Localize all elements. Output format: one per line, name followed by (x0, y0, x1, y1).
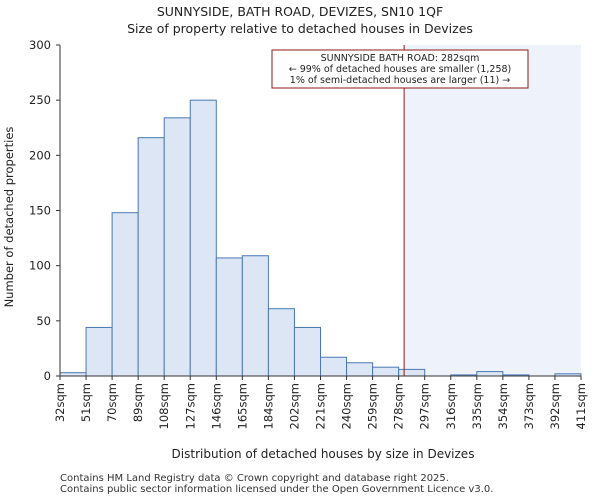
bar-278sqm (398, 368, 426, 377)
x-tick-label: 335sqm (470, 383, 484, 429)
bar-89sqm (137, 137, 165, 377)
x-tick-label: 259sqm (366, 383, 380, 429)
highlight-region (404, 45, 581, 376)
x-tick-label: 316sqm (444, 383, 458, 429)
y-axis-label: Number of detached properties (2, 127, 16, 308)
x-tick-label: 221sqm (314, 383, 328, 429)
x-tick-label: 51sqm (79, 383, 93, 422)
x-tick-label: 146sqm (209, 383, 223, 429)
bar-108sqm (163, 117, 191, 377)
bar-165sqm (241, 255, 269, 377)
annotation-line-2: ← 99% of detached houses are smaller (1,… (289, 64, 512, 75)
y-tick-label: 100 (29, 259, 51, 273)
bar-184sqm (267, 308, 295, 377)
x-tick-label: 240sqm (340, 383, 354, 429)
x-tick-label: 392sqm (548, 383, 562, 429)
y-tick-label: 0 (44, 369, 51, 383)
x-tick-label: 184sqm (261, 383, 275, 429)
y-tick-label: 250 (29, 93, 51, 107)
x-tick-label: 411sqm (574, 383, 588, 429)
bar-202sqm (293, 326, 322, 377)
x-tick-label: 127sqm (183, 383, 197, 429)
x-tick-label: 89sqm (131, 383, 145, 422)
bar-259sqm (372, 366, 400, 377)
chart-title: SUNNYSIDE, BATH ROAD, DEVIZES, SN10 1QF (156, 4, 444, 19)
x-tick-label: 202sqm (287, 383, 301, 429)
x-tick-label: 165sqm (235, 383, 249, 429)
y-tick-label: 50 (36, 314, 51, 328)
bar-70sqm (111, 212, 139, 377)
y-tick-label: 150 (29, 204, 51, 218)
chart-subtitle: Size of property relative to detached ho… (127, 21, 473, 36)
x-tick-label: 70sqm (105, 383, 119, 422)
x-tick-label: 354sqm (496, 383, 510, 429)
annotation-line-1: SUNNYSIDE BATH ROAD: 282sqm (321, 53, 480, 64)
y-tick-label: 300 (29, 38, 51, 52)
x-tick-label: 278sqm (392, 383, 406, 429)
annotation-box: SUNNYSIDE BATH ROAD: 282sqm ← 99% of det… (271, 49, 529, 89)
bar-240sqm (346, 362, 374, 377)
x-tick-label: 32sqm (53, 383, 67, 422)
x-tick-label: 297sqm (418, 383, 432, 429)
bar-146sqm (215, 257, 243, 377)
x-tick-label: 373sqm (522, 383, 536, 429)
x-axis-label: Distribution of detached houses by size … (172, 447, 475, 461)
bar-51sqm (85, 326, 113, 377)
footer-line-1: Contains HM Land Registry data © Crown c… (60, 473, 449, 484)
bar-335sqm (476, 371, 504, 377)
footer-line-2: Contains public sector information licen… (60, 484, 494, 495)
bar-221sqm (320, 356, 348, 377)
y-tick-label: 200 (29, 148, 51, 162)
annotation-line-3: 1% of semi-detached houses are larger (1… (290, 75, 510, 86)
x-tick-label: 108sqm (157, 383, 171, 429)
bar-127sqm (189, 99, 217, 377)
